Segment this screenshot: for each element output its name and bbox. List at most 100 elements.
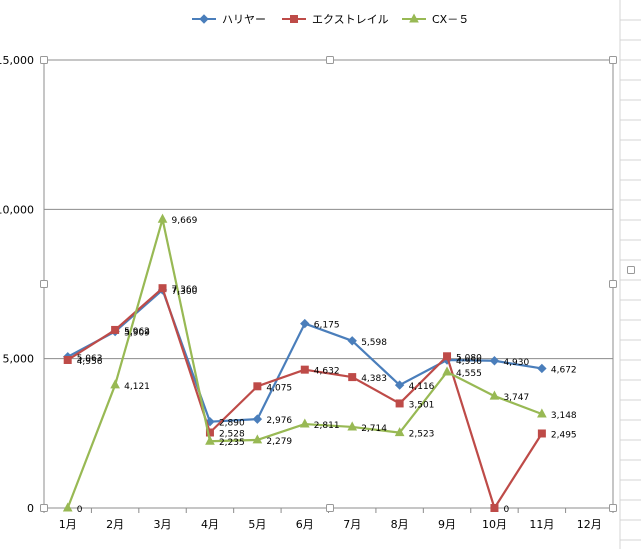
data-point-marker bbox=[111, 325, 120, 334]
data-label: 2,811 bbox=[314, 421, 340, 431]
data-label: 5,598 bbox=[361, 338, 387, 348]
x-tick-label: 12月 bbox=[577, 518, 602, 531]
y-tick-label: 5,000 bbox=[3, 353, 35, 366]
data-label: 0 bbox=[77, 505, 83, 515]
data-label: 4,956 bbox=[77, 357, 103, 367]
data-label: 5,909 bbox=[124, 329, 150, 339]
resize-handle[interactable] bbox=[627, 266, 635, 274]
data-label: 5,063 bbox=[77, 354, 103, 364]
x-tick-label: 4月 bbox=[201, 518, 219, 531]
data-point-marker bbox=[253, 382, 262, 391]
data-label: 2,528 bbox=[219, 429, 245, 439]
series-square bbox=[63, 284, 546, 512]
data-label: 9,669 bbox=[172, 216, 198, 226]
data-label: 4,555 bbox=[456, 369, 482, 379]
x-axis-ticks: 1月 2月 3月 4月 5月 6月 7月 8月 9月 10月 11月 12月 bbox=[43, 508, 614, 531]
x-tick-label: 7月 bbox=[343, 518, 361, 531]
resize-handle[interactable] bbox=[326, 56, 334, 64]
data-label: 6,175 bbox=[314, 321, 340, 331]
data-point-marker bbox=[409, 13, 419, 23]
data-point-marker bbox=[252, 434, 263, 444]
spreadsheet-gridlines bbox=[619, 0, 641, 549]
resize-handle[interactable] bbox=[40, 56, 48, 64]
data-label: 3,747 bbox=[503, 393, 529, 403]
y-tick-label: 10,000 bbox=[0, 203, 34, 216]
x-tick-label: 9月 bbox=[438, 518, 456, 531]
data-point-marker bbox=[300, 365, 309, 374]
plot-gridlines bbox=[43, 59, 614, 509]
y-tick-label: 15,000 bbox=[0, 54, 34, 67]
legend-entry: エクストレイル bbox=[312, 13, 389, 26]
data-point-marker bbox=[489, 356, 500, 366]
data-point-marker bbox=[348, 373, 357, 382]
data-point-marker bbox=[537, 408, 547, 418]
data-point-marker bbox=[300, 318, 310, 329]
data-label: 5,962 bbox=[124, 327, 150, 337]
data-label: 4,383 bbox=[361, 374, 387, 384]
data-label: 4,956 bbox=[456, 357, 482, 367]
data-point-marker bbox=[290, 15, 298, 23]
data-label: 7,360 bbox=[172, 285, 198, 295]
data-point-marker bbox=[347, 421, 358, 431]
data-label: 4,121 bbox=[124, 382, 150, 392]
data-point-marker bbox=[394, 427, 405, 437]
resize-handle[interactable] bbox=[40, 280, 48, 288]
data-label: 7,300 bbox=[172, 287, 198, 297]
data-point-marker bbox=[394, 380, 405, 390]
resize-handle[interactable] bbox=[609, 504, 617, 512]
data-label: 4,672 bbox=[551, 365, 577, 375]
data-point-marker bbox=[489, 390, 500, 400]
data-point-marker bbox=[252, 414, 263, 424]
data-point-marker bbox=[442, 366, 452, 376]
resize-handle[interactable] bbox=[326, 504, 334, 512]
data-point-marker bbox=[62, 502, 73, 512]
data-point-marker bbox=[299, 418, 310, 428]
y-tick-label: 0 bbox=[27, 502, 34, 515]
data-label: 5,080 bbox=[456, 353, 482, 363]
data-point-marker bbox=[395, 399, 404, 408]
x-tick-label: 5月 bbox=[248, 518, 266, 531]
data-label: 3,501 bbox=[409, 400, 435, 410]
data-point-marker bbox=[158, 284, 167, 293]
data-point-marker bbox=[443, 352, 452, 361]
series-layer bbox=[62, 213, 547, 512]
y-axis-ticks: 0 5,000 10,000 15,000 bbox=[0, 54, 34, 515]
legend: ハリヤー エクストレイル CX－５ bbox=[192, 13, 469, 26]
data-point-marker bbox=[490, 504, 499, 512]
x-tick-label: 6月 bbox=[296, 518, 314, 531]
resize-handle[interactable] bbox=[609, 280, 617, 288]
data-label: 2,523 bbox=[409, 430, 435, 440]
data-label: 2,714 bbox=[361, 424, 387, 434]
data-label: 4,930 bbox=[503, 358, 529, 368]
data-point-marker bbox=[157, 213, 168, 223]
x-tick-label: 3月 bbox=[154, 518, 172, 531]
selection-handles[interactable] bbox=[40, 56, 635, 512]
x-tick-label: 1月 bbox=[59, 518, 77, 531]
data-label: 2,235 bbox=[219, 438, 245, 448]
data-label: 4,632 bbox=[314, 367, 340, 377]
data-point-marker bbox=[110, 379, 120, 389]
data-label: 4,116 bbox=[409, 382, 435, 392]
data-point-marker bbox=[537, 363, 547, 374]
data-labels-layer: 5,063 5,909 7,300 2,890 2,976 6,175 5,598 4,116… bbox=[77, 216, 577, 515]
data-label: 4,075 bbox=[266, 383, 292, 393]
data-point-marker bbox=[205, 435, 215, 445]
data-label: 3,148 bbox=[551, 411, 577, 421]
legend-entry: CX－５ bbox=[432, 13, 469, 26]
data-label: 2,976 bbox=[266, 416, 292, 426]
resize-handle[interactable] bbox=[40, 504, 48, 512]
x-tick-label: 10月 bbox=[482, 518, 507, 531]
data-point-marker bbox=[537, 429, 546, 438]
data-point-marker bbox=[199, 14, 209, 24]
resize-handle[interactable] bbox=[609, 56, 617, 64]
data-label: 2,279 bbox=[266, 437, 292, 447]
x-tick-label: 8月 bbox=[391, 518, 409, 531]
data-label: 0 bbox=[503, 505, 509, 515]
data-label: 2,495 bbox=[551, 430, 577, 440]
legend-entry: ハリヤー bbox=[222, 13, 266, 26]
x-tick-label: 2月 bbox=[106, 518, 124, 531]
series-triangle bbox=[62, 213, 547, 512]
data-label: 2,890 bbox=[219, 419, 245, 429]
